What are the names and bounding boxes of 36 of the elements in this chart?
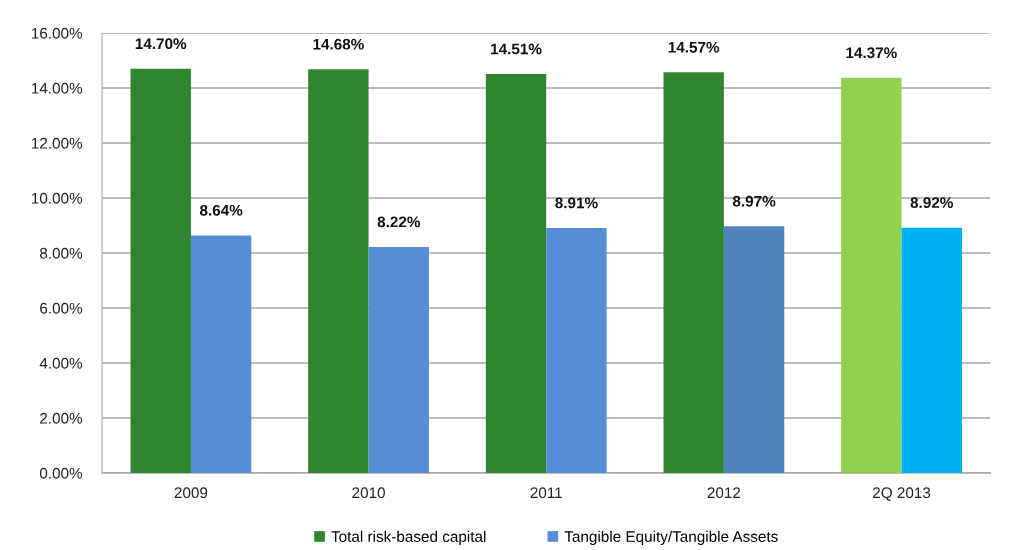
legend-label: Total risk-based capital: [331, 530, 486, 545]
y-tick-label: 2.00%: [40, 412, 83, 424]
bar: [190, 235, 252, 473]
data-label: 14.51%: [491, 43, 542, 55]
data-label: 14.68%: [313, 38, 364, 50]
data-label: 8.97%: [732, 195, 776, 207]
legend-label: Tangible Equity/Tangible Assets: [564, 530, 778, 545]
data-label: 8.92%: [910, 197, 953, 209]
bar: [723, 226, 785, 473]
data-label: 14.57%: [668, 41, 720, 53]
data-label: 8.91%: [555, 197, 598, 209]
data-label: 8.64%: [199, 204, 243, 216]
bar: [841, 77, 902, 473]
y-tick-label: 6.00%: [40, 302, 83, 314]
bar: [368, 246, 429, 473]
bar: [130, 68, 191, 473]
bar: [901, 227, 962, 473]
x-tick-label: 2Q 2013: [873, 487, 931, 501]
x-tick-label: 2010: [352, 487, 385, 499]
y-tick-label: 8.00%: [40, 247, 83, 259]
data-label: 14.70%: [135, 38, 187, 50]
y-tick-label: 4.00%: [39, 357, 83, 369]
y-tick-label: 16.00%: [32, 27, 83, 39]
bar: [308, 69, 369, 473]
data-label: 14.37%: [846, 47, 897, 59]
bar: [546, 227, 607, 473]
y-tick-label: 14.00%: [32, 82, 83, 94]
bar: [485, 73, 547, 473]
x-tick-label: 2011: [530, 487, 562, 499]
x-tick-label: 2012: [707, 487, 741, 499]
y-tick-label: 12.00%: [32, 137, 83, 149]
y-tick-label: 0.00%: [39, 467, 83, 479]
bar: [663, 72, 724, 473]
data-label: 8.22%: [377, 216, 421, 228]
y-tick-label: 10.00%: [32, 192, 83, 204]
x-tick-label: 2009: [174, 487, 208, 499]
